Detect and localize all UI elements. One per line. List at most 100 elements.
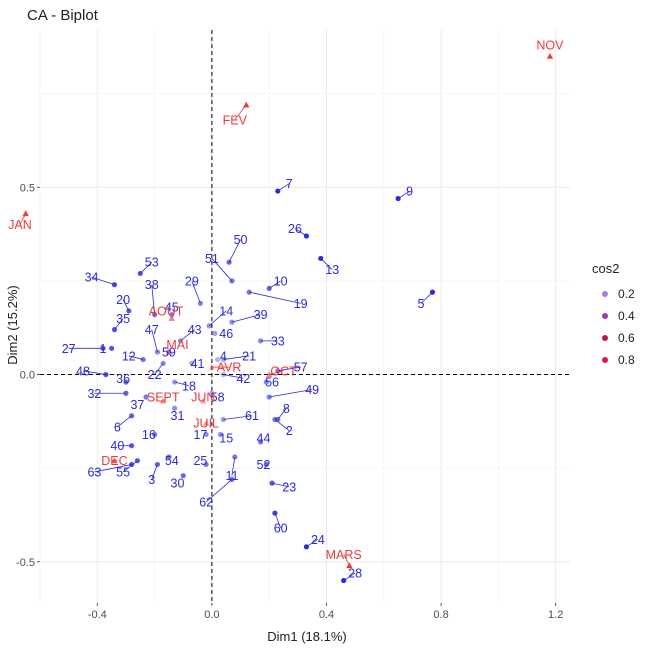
legend-swatch-0.8: [602, 357, 608, 363]
row-label-51: 51: [205, 252, 219, 266]
row-label-24: 24: [311, 533, 325, 547]
row-label-10: 10: [274, 274, 288, 288]
row-label-30: 30: [171, 477, 185, 491]
row-point-25: [203, 461, 209, 468]
row-point-62: [229, 476, 235, 483]
row-point-60: [272, 510, 278, 516]
row-label-connector: [191, 280, 201, 304]
col-label-AOUT: AOUT: [149, 304, 184, 318]
col-label-AVR: AVR: [217, 361, 242, 375]
y-tick-label: 0.0: [20, 370, 35, 382]
row-label-connector: [277, 366, 301, 372]
row-point-8: [275, 416, 281, 423]
row-label-59: 59: [162, 346, 176, 360]
col-label-connector: [343, 554, 350, 566]
row-label-48: 48: [76, 364, 90, 378]
x-tick-label: 0.0: [204, 609, 219, 621]
row-label-43: 43: [188, 323, 202, 337]
legend-label-0.6: 0.6: [618, 331, 635, 345]
row-label-6: 6: [114, 420, 121, 434]
row-label-connector: [231, 314, 261, 323]
row-label-37: 37: [130, 398, 144, 412]
row-label-27: 27: [62, 342, 76, 356]
row-point-23: [269, 480, 275, 486]
legend: cos2 0.2 0.4 0.6 0.8: [592, 261, 635, 367]
y-tick-label: 0.5: [20, 182, 35, 194]
row-point-54: [166, 454, 172, 460]
x-tick-label: -0.4: [88, 609, 107, 621]
row-point-7: [275, 188, 281, 194]
row-point-3: [154, 461, 161, 468]
row-label-44: 44: [257, 432, 271, 446]
row-label-connector: [249, 291, 301, 304]
col-label-JAN: JAN: [8, 218, 32, 232]
row-point-45: [169, 312, 175, 318]
row-label-connector: [174, 381, 190, 387]
row-point-40: [129, 443, 135, 449]
row-label-32: 32: [87, 387, 101, 401]
col-label-JUN: JUN: [191, 391, 215, 405]
y-axis-ticks: -0.5 0.0 0.5: [16, 182, 40, 569]
row-label-13: 13: [325, 263, 339, 277]
row-point-47: [154, 349, 161, 355]
row-label-15: 15: [219, 432, 233, 446]
column-point-FEV: [243, 101, 250, 108]
column-point-OCT: [265, 371, 273, 378]
row-point-61: [220, 416, 226, 423]
column-point-MAI: [165, 348, 173, 355]
row-label-34: 34: [85, 271, 99, 285]
row-point-1: [109, 345, 115, 351]
row-point-50: [226, 259, 232, 265]
row-label-33: 33: [271, 334, 285, 348]
row-label-40: 40: [110, 439, 124, 453]
row-label-58: 58: [211, 391, 225, 405]
row-label-36: 36: [116, 372, 130, 386]
row-label-connector: [94, 464, 132, 473]
row-point-51: [229, 278, 235, 284]
row-point-37: [143, 394, 149, 400]
column-point-NOV: [546, 53, 554, 59]
row-point-19: [246, 289, 252, 295]
row-label-56: 56: [265, 376, 279, 390]
row-label-connector: [139, 261, 153, 274]
row-label-57: 57: [294, 361, 308, 375]
row-point-42: [220, 371, 226, 378]
row-point-33: [257, 338, 264, 344]
row-point-27: [100, 345, 106, 351]
row-label-19: 19: [294, 297, 308, 311]
row-label-45: 45: [165, 301, 179, 315]
row-point-48: [103, 371, 109, 378]
row-label-17: 17: [193, 428, 207, 442]
row-label-28: 28: [348, 567, 362, 581]
row-point-24: [303, 544, 310, 550]
col-label-DEC: DEC: [101, 454, 127, 468]
column-point-DEC: [111, 457, 118, 464]
row-label-connector: [208, 310, 227, 327]
row-label-connector: [151, 329, 158, 353]
row-label-connector: [82, 370, 106, 375]
row-point-30: [180, 473, 186, 479]
row-point-5: [429, 289, 436, 295]
row-point-20: [126, 308, 132, 314]
row-point-4: [215, 356, 221, 363]
row-label-29: 29: [185, 274, 199, 288]
row-label-connector: [180, 329, 195, 342]
row-label-11: 11: [225, 469, 238, 483]
row-point-32: [123, 390, 129, 396]
plot-panel: [40, 30, 570, 603]
row-label-4: 4: [220, 349, 227, 363]
y-axis-title: Dim2 (15.2%): [5, 285, 20, 364]
row-label-26: 26: [288, 222, 302, 236]
row-point-43: [177, 338, 183, 344]
row-point-6: [129, 413, 135, 419]
row-label-connector: [420, 291, 433, 304]
row-label-50: 50: [234, 233, 248, 247]
row-label-connector: [320, 258, 333, 270]
row-point-16: [151, 431, 158, 438]
row-point-55: [134, 458, 141, 464]
row-label-connector: [223, 415, 253, 420]
row-point-38: [151, 312, 158, 318]
legend-label-0.2: 0.2: [618, 287, 635, 301]
row-label-connector: [269, 389, 313, 398]
column-point-JUIL: [202, 420, 210, 426]
